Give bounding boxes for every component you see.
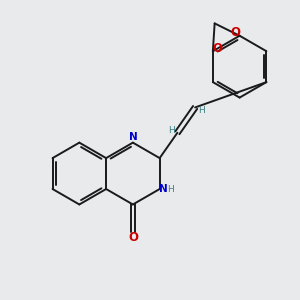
Text: N: N: [159, 184, 168, 194]
Text: N: N: [128, 132, 137, 142]
Text: H: H: [167, 185, 174, 194]
Text: O: O: [128, 231, 138, 244]
Text: O: O: [230, 26, 240, 39]
Text: O: O: [212, 42, 222, 55]
Text: H: H: [168, 126, 175, 135]
Text: H: H: [198, 106, 204, 115]
